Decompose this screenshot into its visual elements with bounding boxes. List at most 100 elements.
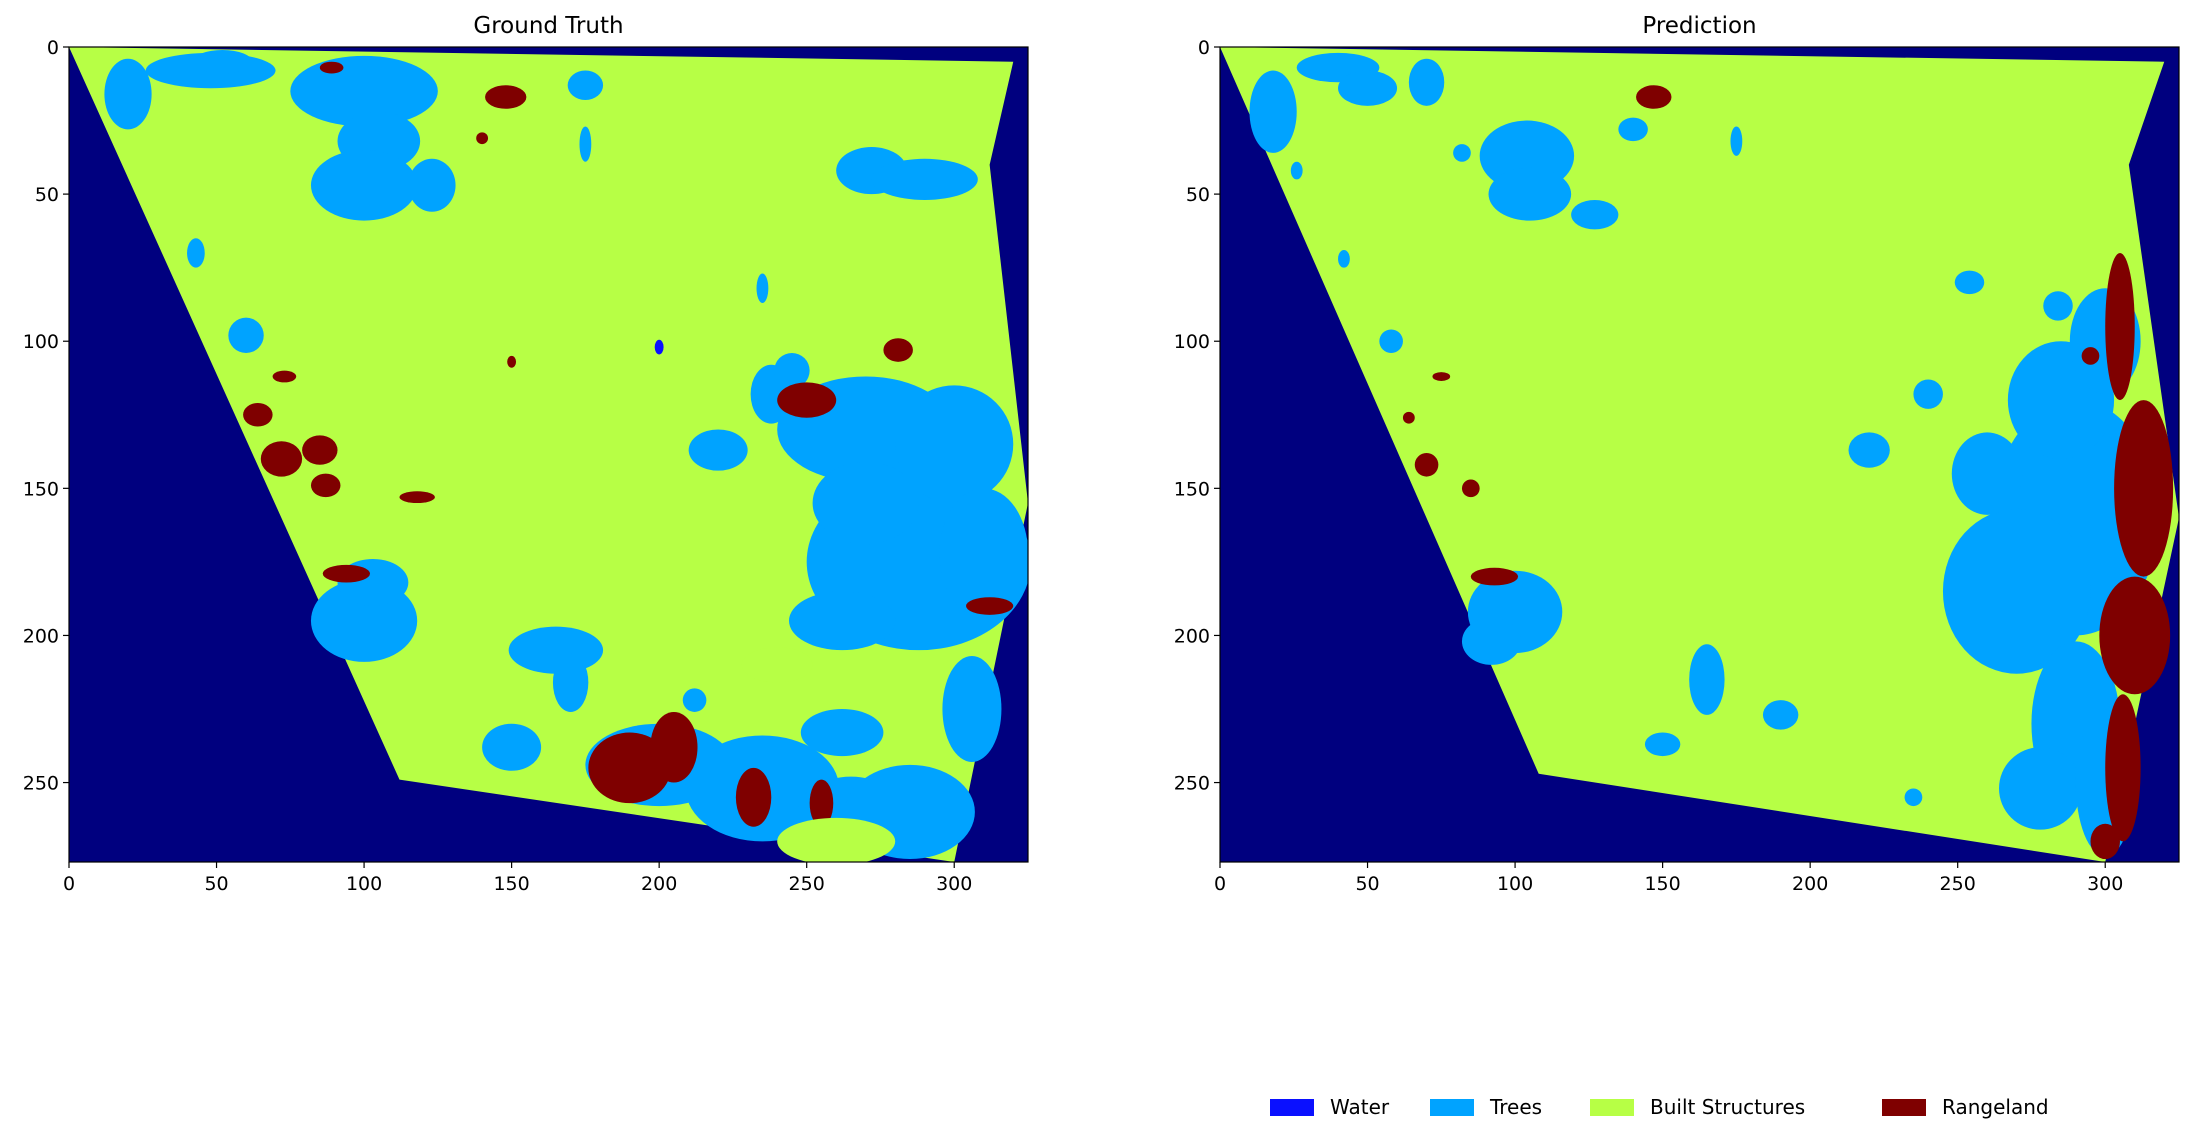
y-tick-label: 250: [23, 773, 59, 795]
legend-swatch: [1590, 1099, 1634, 1116]
y-tick-label: 150: [23, 478, 59, 500]
y-tick-label: 200: [1174, 625, 1210, 647]
y-tick-label: 100: [23, 331, 59, 353]
legend-label: Water: [1330, 1095, 1390, 1119]
ground-truth-trees-region: [567, 70, 604, 100]
prediction-trees-region: [1571, 199, 1619, 230]
x-tick-label: 0: [1214, 873, 1226, 895]
x-tick-label: 200: [641, 873, 677, 895]
prediction-trees-region: [1249, 70, 1297, 153]
ground-truth-rangeland-region: [243, 403, 273, 427]
ground-truth-trees-region: [482, 723, 542, 771]
prediction-trees-region: [1762, 700, 1799, 730]
x-tick-label: 250: [1940, 873, 1976, 895]
prediction-rangeland-region: [1636, 85, 1672, 109]
ground-truth-trees-region: [939, 488, 1028, 618]
legend-swatch: [1270, 1099, 1314, 1116]
prediction-trees-region: [1461, 617, 1521, 665]
legend-swatch: [1430, 1099, 1474, 1116]
ground-truth-trees-region: [579, 126, 592, 162]
ground-truth-trees-region: [756, 273, 769, 303]
prediction-rangeland-region: [1414, 453, 1439, 477]
ground-truth-rangeland-region: [507, 355, 517, 368]
ground-truth-trees-region: [895, 385, 1014, 504]
prediction-trees-region: [1408, 58, 1445, 106]
prediction-frame: [1219, 46, 2180, 863]
y-tick-label: 50: [35, 184, 59, 206]
ground-truth-rangeland-region: [966, 597, 1014, 615]
prediction-trees-region: [2043, 291, 2073, 321]
prediction-trees-region: [1730, 126, 1743, 156]
ground-truth-map: [69, 47, 1028, 862]
prediction-trees-region: [1951, 432, 2023, 515]
prediction-footprint-region: [1220, 47, 2179, 862]
ground-truth-rangeland-region: [319, 61, 344, 74]
ground-truth-title: Ground Truth: [473, 13, 623, 39]
ground-truth-trees-region: [871, 158, 978, 200]
prediction-trees-region: [1488, 167, 1572, 221]
prediction-rangeland-region: [2081, 347, 2100, 365]
y-tick-label: 150: [1174, 478, 1210, 500]
ground-truth-trees-region: [104, 58, 152, 130]
y-tick-label: 0: [1198, 37, 1210, 59]
ground-truth-rangeland-region: [260, 441, 303, 477]
ground-truth-trees-region: [408, 158, 456, 212]
ground-truth-trees-region: [682, 688, 707, 712]
legend-label: Built Structures: [1650, 1095, 1805, 1119]
prediction-rangeland-region: [1461, 479, 1480, 498]
prediction-trees-region: [1942, 508, 2091, 674]
prediction-trees-region: [1913, 379, 1943, 409]
ground-truth-rangeland-region: [777, 382, 837, 418]
ground-truth-rangeland-region: [588, 732, 671, 804]
x-tick-label: 150: [1644, 873, 1680, 895]
prediction-rangeland-region: [1432, 372, 1451, 381]
legend-label: Rangeland: [1942, 1095, 2049, 1119]
ground-truth-trees-region: [812, 461, 919, 545]
prediction-rangeland-region: [1402, 411, 1415, 424]
ground-truth-trees-region: [290, 55, 438, 127]
x-tick-label: 100: [346, 873, 382, 895]
ground-truth-trees-region: [788, 591, 896, 651]
y-tick-label: 100: [1174, 331, 1210, 353]
legend-label: Trees: [1489, 1095, 1542, 1119]
ground-truth-rangeland-region: [485, 85, 527, 109]
prediction-rangeland-region: [2105, 694, 2141, 842]
ground-truth-rangeland-region: [302, 435, 338, 465]
prediction-trees-region: [1290, 161, 1303, 180]
prediction-trees-region: [1453, 144, 1471, 162]
ground-truth-water-region: [654, 339, 664, 355]
x-tick-label: 300: [936, 873, 972, 895]
ground-truth-trees-region: [688, 429, 748, 471]
x-tick-label: 100: [1497, 873, 1533, 895]
legend: Water Trees Built Structures Rangeland: [1270, 1095, 2049, 1119]
prediction-trees-region: [1999, 747, 2082, 830]
y-tick-label: 50: [1186, 184, 1210, 206]
prediction-trees-region: [1618, 117, 1648, 142]
prediction-trees-region: [1379, 329, 1403, 353]
prediction-trees-region: [1904, 788, 1923, 807]
y-tick-label: 0: [47, 37, 59, 59]
prediction-trees-region: [1338, 70, 1398, 106]
ground-truth-rangeland-region: [399, 491, 435, 504]
x-tick-label: 300: [2087, 873, 2123, 895]
prediction-map: [1220, 47, 2179, 862]
ground-truth-frame: [68, 46, 1029, 863]
prediction-rangeland-region: [2105, 252, 2135, 401]
prediction-title: Prediction: [1642, 13, 1756, 39]
prediction-trees-region: [1644, 732, 1681, 757]
ground-truth-trees-region: [552, 653, 589, 712]
x-tick-label: 250: [789, 873, 825, 895]
ground-truth-rangeland-region: [809, 779, 834, 827]
x-tick-label: 50: [1355, 873, 1379, 895]
x-tick-label: 200: [1792, 873, 1828, 895]
prediction-trees-region: [1954, 270, 1985, 295]
ground-truth-built-structures-region: [777, 817, 896, 862]
prediction-rangeland-region: [1470, 567, 1519, 586]
prediction-rangeland-region: [2099, 576, 2171, 695]
ground-truth-panel: Ground Truth 0 50 100 150 200 250 300 0 50 100 150…: [23, 13, 1029, 895]
ground-truth-trees-region: [228, 317, 264, 353]
ground-truth-rangeland-region: [322, 564, 370, 583]
ground-truth-rangeland-region: [310, 473, 341, 498]
prediction-axes: 0 50 100 150 200 250 300 0 50 100 150 200 250: [1174, 37, 2124, 895]
